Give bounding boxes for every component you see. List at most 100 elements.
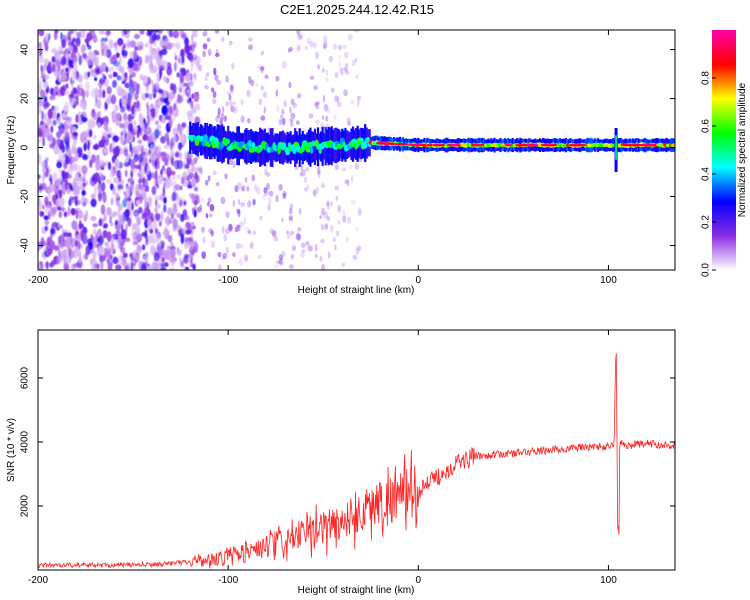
faint-noise-blob (326, 200, 330, 207)
noise-blob (78, 250, 82, 261)
noise-blob (97, 182, 100, 188)
noise-blob (71, 97, 78, 103)
colorbar-label: Normalized spectral amplitude (737, 82, 748, 217)
noise-blob (50, 178, 53, 186)
noise-blob (146, 265, 152, 270)
noise-blob (130, 158, 136, 170)
faint-noise-blob (190, 221, 195, 229)
noise-blob (162, 177, 167, 182)
noise-blob (79, 176, 84, 183)
noise-blob (156, 151, 162, 159)
noise-blob (100, 261, 104, 270)
noise-blob (129, 74, 132, 85)
band-hot-streak (620, 143, 636, 147)
faint-noise-blob (350, 175, 354, 183)
noise-blob (191, 165, 196, 173)
noise-blob (58, 45, 64, 54)
noise-blob (90, 215, 97, 222)
noise-blob (54, 245, 60, 251)
noise-blob (179, 151, 183, 160)
noise-blob (41, 110, 44, 121)
faint-noise-blob (202, 236, 206, 244)
noise-blob (184, 215, 190, 221)
noise-blob (85, 244, 91, 256)
noise-blob (156, 34, 161, 40)
spectrogram-x-ticks: -200 -100 0 100 (28, 30, 617, 286)
faint-noise-blob (340, 71, 344, 77)
noise-blob (112, 79, 117, 88)
faint-noise-blob (210, 230, 214, 236)
faint-noise-blob (232, 199, 236, 208)
noise-blob (85, 81, 90, 92)
faint-noise-blob (289, 230, 295, 236)
noise-blob (103, 148, 107, 153)
band-hot-streak (477, 143, 484, 147)
noise-blob (161, 151, 167, 162)
band-hot-streak (504, 143, 513, 147)
noise-blob (161, 105, 168, 116)
faint-noise-blob (355, 247, 360, 255)
faint-noise-blob (214, 30, 220, 34)
noise-blob (47, 108, 53, 120)
faint-noise-blob (313, 85, 318, 91)
noise-blob (108, 74, 113, 79)
noise-blob (121, 258, 127, 267)
noise-blob (147, 116, 150, 127)
faint-noise-blob (315, 105, 320, 111)
noise-blob (104, 125, 110, 133)
noise-blob (162, 60, 169, 71)
noise-blob (38, 30, 45, 37)
faint-noise-blob (326, 106, 331, 114)
spectrogram-y-label: Frequency (Hz) (6, 116, 17, 185)
colorbar-ramp (712, 30, 736, 270)
faint-noise-blob (336, 101, 342, 108)
noise-blob (50, 125, 54, 133)
noise-blob (50, 260, 56, 266)
noise-blob (82, 53, 88, 60)
noise-blob (144, 185, 148, 192)
faint-noise-blob (188, 172, 194, 178)
faint-noise-blob (288, 81, 292, 89)
noise-blob (106, 178, 112, 184)
faint-noise-blob (202, 43, 208, 50)
faint-noise-blob (314, 243, 318, 252)
faint-noise-blob (256, 186, 261, 195)
faint-noise-blob (350, 99, 355, 105)
faint-noise-blob (193, 200, 197, 206)
faint-noise-blob (191, 45, 195, 52)
noise-blob (169, 30, 174, 38)
faint-noise-blob (207, 48, 212, 57)
band-envelope (312, 131, 315, 163)
noise-blob (154, 128, 160, 139)
noise-blob (136, 233, 143, 243)
faint-noise-blob (237, 209, 241, 218)
noise-blob (105, 160, 109, 166)
noise-blob (90, 264, 96, 270)
noise-blob (67, 45, 73, 52)
faint-noise-blob (325, 69, 329, 76)
faint-noise-blob (269, 190, 274, 197)
noise-blob (123, 148, 129, 157)
noise-blob (45, 167, 49, 178)
noise-blob (94, 102, 101, 108)
faint-noise-blob (346, 121, 352, 127)
noise-blob (98, 218, 103, 227)
faint-noise-blob (225, 246, 229, 254)
noise-blob (83, 197, 89, 205)
faint-noise-blob (232, 101, 237, 106)
noise-blob (67, 232, 72, 237)
noise-blob (175, 150, 180, 159)
noise-blob (60, 207, 66, 212)
faint-noise-blob (292, 102, 298, 109)
faint-noise-blob (354, 30, 360, 33)
noise-blob (166, 167, 172, 177)
spectrogram-marks (38, 30, 675, 270)
faint-noise-blob (354, 57, 358, 63)
spectrogram-x-tick-label: 100 (600, 275, 617, 286)
noise-blob (120, 106, 126, 113)
spectrogram-frame (37, 29, 676, 271)
noise-blob (65, 67, 69, 72)
faint-noise-blob (275, 75, 280, 82)
noise-blob (150, 233, 156, 243)
noise-blob (148, 196, 153, 207)
